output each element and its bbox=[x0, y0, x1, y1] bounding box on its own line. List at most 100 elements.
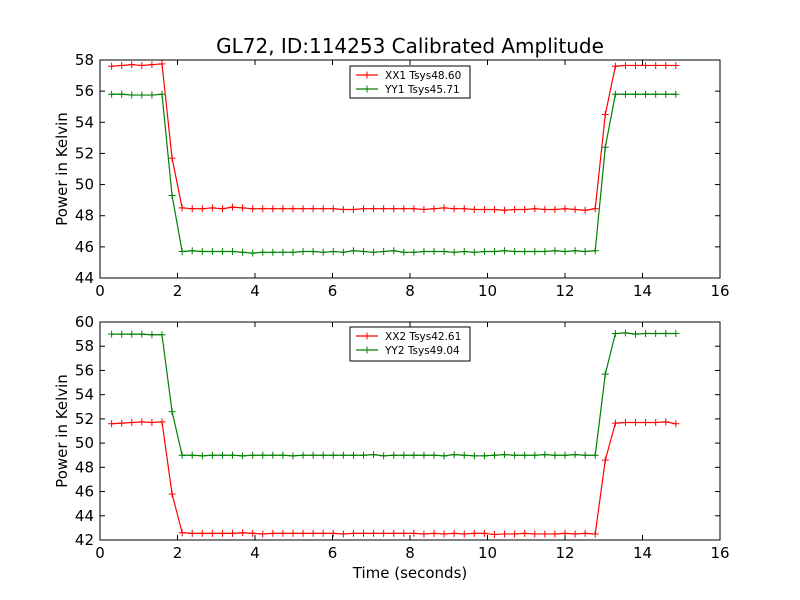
data-point bbox=[410, 451, 418, 459]
data-point bbox=[511, 248, 519, 256]
data-point bbox=[531, 530, 539, 538]
series-1-1 bbox=[108, 60, 680, 214]
data-point bbox=[249, 529, 257, 537]
y-tick-label: 54 bbox=[75, 386, 94, 404]
series-2-1 bbox=[108, 418, 680, 539]
data-point bbox=[460, 530, 468, 538]
legend-box bbox=[349, 65, 471, 99]
data-point bbox=[349, 247, 357, 255]
data-point bbox=[249, 451, 257, 459]
data-point bbox=[480, 529, 488, 537]
data-point bbox=[319, 205, 327, 213]
data-point bbox=[208, 204, 216, 212]
data-point bbox=[148, 91, 156, 99]
data-point bbox=[611, 330, 619, 338]
data-point bbox=[490, 451, 498, 459]
y-tick-label: 50 bbox=[75, 176, 94, 194]
data-point bbox=[229, 451, 237, 459]
data-point bbox=[279, 205, 287, 213]
data-point bbox=[591, 451, 599, 459]
data-point bbox=[128, 61, 136, 69]
data-point bbox=[380, 248, 388, 256]
legend-swatch-marker bbox=[363, 346, 371, 354]
data-point bbox=[380, 529, 388, 537]
x-tick-label: 8 bbox=[405, 282, 415, 300]
data-point bbox=[148, 61, 156, 69]
data-point bbox=[188, 451, 196, 459]
x-tick-label: 2 bbox=[173, 544, 183, 562]
data-point bbox=[430, 529, 438, 537]
data-point bbox=[128, 419, 136, 427]
data-point bbox=[571, 530, 579, 538]
data-point bbox=[642, 419, 650, 427]
y-tick-label: 44 bbox=[75, 269, 94, 287]
data-point bbox=[652, 419, 660, 427]
data-point bbox=[390, 529, 398, 537]
data-point bbox=[208, 248, 216, 256]
data-point bbox=[108, 420, 116, 428]
data-point bbox=[309, 248, 317, 256]
data-point bbox=[239, 529, 247, 537]
y-tick-label: 48 bbox=[75, 207, 94, 225]
data-point bbox=[642, 61, 650, 69]
data-point bbox=[269, 248, 277, 256]
data-point bbox=[571, 247, 579, 255]
y-tick-label: 52 bbox=[75, 144, 94, 162]
data-point bbox=[541, 451, 549, 459]
data-point bbox=[420, 451, 428, 459]
data-point bbox=[531, 248, 539, 256]
data-point bbox=[319, 529, 327, 537]
data-point bbox=[309, 451, 317, 459]
data-point bbox=[450, 451, 458, 459]
data-point bbox=[430, 451, 438, 459]
data-point bbox=[551, 205, 559, 213]
data-point bbox=[470, 529, 478, 537]
data-point bbox=[541, 248, 549, 256]
data-point bbox=[581, 248, 589, 256]
y-tick-label: 60 bbox=[75, 313, 94, 331]
data-point bbox=[460, 451, 468, 459]
data-point bbox=[299, 248, 307, 256]
data-point bbox=[430, 248, 438, 256]
data-point bbox=[440, 248, 448, 256]
data-point bbox=[450, 248, 458, 256]
data-point bbox=[511, 530, 519, 538]
x-tick-label: 14 bbox=[633, 544, 652, 562]
data-point bbox=[289, 205, 297, 213]
data-point bbox=[501, 206, 509, 214]
data-point bbox=[430, 205, 438, 213]
x-tick-label: 12 bbox=[555, 544, 574, 562]
data-point bbox=[299, 451, 307, 459]
legend-label: YY2 Tsys49.04 bbox=[384, 345, 460, 357]
data-point bbox=[178, 529, 186, 537]
data-point bbox=[440, 530, 448, 538]
data-point bbox=[299, 529, 307, 537]
data-point bbox=[581, 529, 589, 537]
data-point bbox=[218, 451, 226, 459]
x-tick-label: 10 bbox=[478, 544, 497, 562]
data-point bbox=[188, 529, 196, 537]
y-tick-label: 48 bbox=[75, 458, 94, 476]
data-point bbox=[360, 248, 367, 256]
data-point bbox=[521, 451, 529, 459]
data-point bbox=[370, 451, 378, 459]
data-point bbox=[138, 91, 146, 99]
data-point bbox=[128, 91, 136, 99]
data-point bbox=[440, 452, 448, 460]
data-point bbox=[571, 451, 579, 459]
x-tick-label: 8 bbox=[405, 544, 415, 562]
data-point bbox=[229, 248, 237, 256]
data-point bbox=[289, 248, 297, 256]
data-point bbox=[168, 408, 176, 416]
y-axis-label: Power in Kelvin bbox=[53, 112, 71, 226]
data-point bbox=[158, 60, 166, 68]
x-tick-label: 4 bbox=[250, 282, 260, 300]
data-point bbox=[521, 248, 529, 256]
data-point bbox=[218, 205, 226, 213]
data-point bbox=[118, 90, 126, 98]
data-point bbox=[229, 529, 237, 537]
data-point bbox=[339, 248, 347, 256]
data-point bbox=[309, 529, 317, 537]
data-point bbox=[450, 529, 458, 537]
